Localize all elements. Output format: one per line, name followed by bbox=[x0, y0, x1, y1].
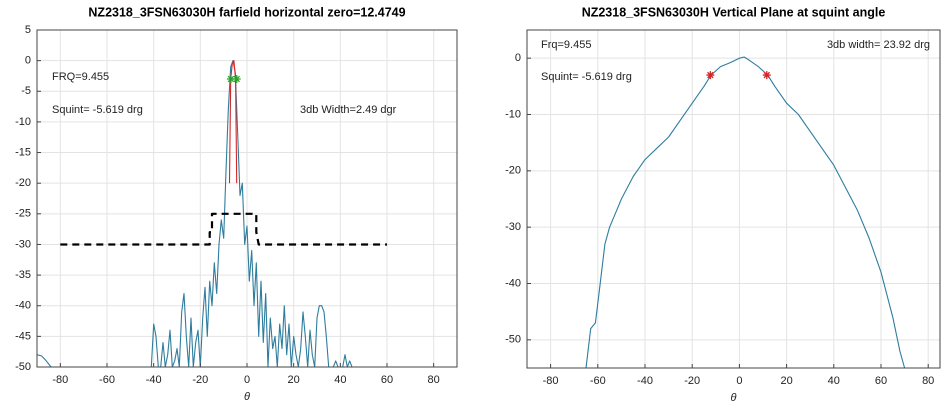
plot-area bbox=[527, 30, 940, 368]
y-tick-label: -25 bbox=[15, 208, 31, 220]
y-tick-label: -40 bbox=[505, 277, 521, 289]
x-tick-label: 0 bbox=[736, 375, 742, 387]
x-tick-label: -40 bbox=[637, 375, 653, 387]
x-tick-label: -80 bbox=[543, 375, 559, 387]
y-tick-label: -5 bbox=[21, 85, 31, 97]
annotation: 3db Width=2.49 dgr bbox=[300, 104, 397, 116]
x-tick-label: -80 bbox=[52, 374, 68, 386]
y-tick-label: -45 bbox=[15, 330, 31, 342]
y-tick-label: -30 bbox=[505, 221, 521, 233]
x-tick-label: 60 bbox=[381, 374, 393, 386]
annotation: Squint= -5.619 drg bbox=[52, 104, 143, 116]
pattern-line bbox=[150, 60, 357, 367]
y-tick-label: 0 bbox=[515, 52, 521, 64]
x-axis-label: θ bbox=[731, 392, 737, 404]
annotation: Squint= -5.619 drg bbox=[541, 71, 632, 83]
x-tick-label: -60 bbox=[590, 375, 606, 387]
plot-lines bbox=[37, 60, 387, 367]
x-axis-label: θ bbox=[244, 391, 250, 403]
x-tick-label: -20 bbox=[192, 374, 208, 386]
x-tick-label: 20 bbox=[288, 374, 300, 386]
x-tick-label: -20 bbox=[684, 375, 700, 387]
annotation: Frq=9.455 bbox=[541, 39, 591, 51]
x-tick-label: 40 bbox=[828, 375, 840, 387]
y-tick-label: -50 bbox=[15, 361, 31, 373]
x-tick-label: 40 bbox=[334, 374, 346, 386]
star-marker bbox=[226, 75, 235, 84]
x-tick-label: 20 bbox=[780, 375, 792, 387]
annotation: 3db width= 23.92 drg bbox=[827, 39, 930, 51]
y-tick-label: -20 bbox=[505, 165, 521, 177]
axes-box bbox=[526, 29, 941, 369]
pattern-line bbox=[585, 56, 906, 368]
mask-line bbox=[60, 212, 387, 246]
x-tick-label: -40 bbox=[146, 374, 162, 386]
plot-lines bbox=[585, 56, 906, 368]
x-tick-label: 80 bbox=[922, 375, 934, 387]
y-tick-label: -30 bbox=[15, 238, 31, 250]
y-tick-label: 0 bbox=[25, 55, 31, 67]
x-tick-label: -60 bbox=[99, 374, 115, 386]
y-tick-label: -10 bbox=[15, 116, 31, 128]
pattern-line bbox=[228, 60, 238, 184]
y-tick-label: -10 bbox=[505, 108, 521, 120]
x-tick-label: 0 bbox=[244, 374, 250, 386]
y-tick-label: -20 bbox=[15, 177, 31, 189]
annotation: FRQ=9.455 bbox=[52, 71, 109, 83]
y-tick-label: 5 bbox=[25, 24, 31, 36]
star-marker bbox=[232, 75, 241, 84]
y-tick-label: -35 bbox=[15, 269, 31, 281]
x-tick-label: 60 bbox=[875, 375, 887, 387]
star-marker bbox=[762, 71, 771, 80]
pattern-line bbox=[37, 354, 52, 367]
y-tick-label: -15 bbox=[15, 146, 31, 158]
star-marker bbox=[706, 71, 715, 80]
x-tick-label: 80 bbox=[428, 374, 440, 386]
chart-title: NZ2318_3FSN63030H farfield horizontal ze… bbox=[88, 5, 405, 19]
chart-title: NZ2318_3FSN63030H Vertical Plane at squi… bbox=[582, 5, 886, 19]
y-tick-label: -50 bbox=[505, 334, 521, 346]
y-tick-label: -40 bbox=[15, 300, 31, 312]
